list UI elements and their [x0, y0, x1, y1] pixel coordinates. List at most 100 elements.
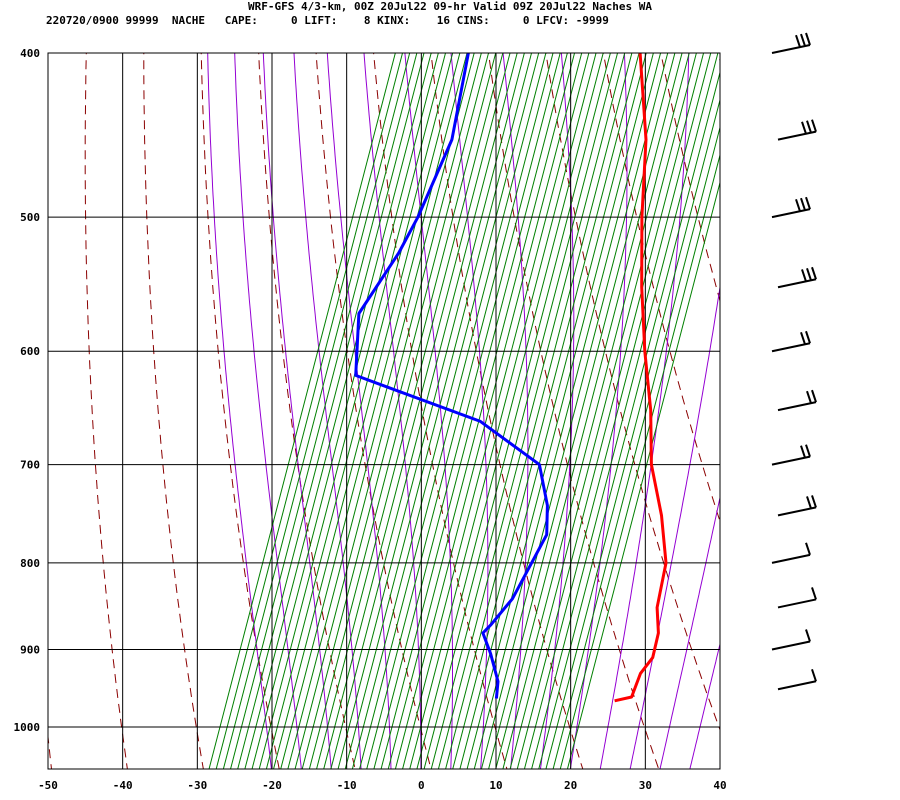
wind-barb	[771, 553, 811, 564]
mixing-ratio-line	[237, 53, 425, 769]
moist-adiabat-line	[450, 53, 489, 769]
moist-adiabat-line	[293, 53, 362, 769]
mixing-ratio-line	[316, 53, 504, 769]
mixing-ratio-line	[208, 53, 396, 769]
wind-barb-flag	[805, 32, 811, 46]
mixing-ratio-line	[488, 53, 676, 769]
moist-adiabat-line	[749, 0, 900, 770]
wind-barb-flag	[800, 197, 806, 211]
wind-barb-flag	[800, 445, 806, 459]
mixing-ratio-line	[359, 53, 547, 769]
moist-adiabat-line	[207, 53, 272, 769]
mixing-ratio-line	[509, 53, 697, 769]
mixing-ratio-line	[351, 53, 540, 769]
dry-adiabat-line	[767, 15, 900, 770]
wind-barbs	[771, 32, 817, 691]
wind-barb-flag	[795, 199, 801, 212]
wind-barb-flag	[801, 121, 807, 135]
moist-adiabat-line	[404, 53, 453, 769]
dry-adiabat-line	[823, 15, 900, 770]
mixing-ratio-line	[459, 53, 647, 769]
temperature-tick-label: -50	[38, 779, 58, 792]
moist-adiabat-line	[659, 495, 720, 769]
wind-barb	[771, 342, 811, 353]
temperature-tick-label: 30	[639, 779, 652, 792]
mixing-ratio-line	[265, 53, 454, 769]
wind-barb-flag	[801, 269, 807, 282]
wind-barb-flag	[805, 444, 811, 457]
mixing-ratio-line	[445, 53, 633, 769]
mixing-ratio-line	[531, 53, 719, 769]
wind-barb	[777, 130, 817, 141]
mixing-ratio-line	[337, 53, 525, 769]
dry-adiabat-line	[84, 53, 128, 769]
dewpoint-trace	[354, 53, 549, 699]
temperature-tick-label: 20	[564, 779, 577, 792]
wind-barb	[771, 640, 811, 651]
wind-barb-flag	[800, 33, 806, 47]
mixing-ratio-line	[516, 53, 705, 769]
wind-barb-flag	[805, 629, 811, 642]
temperature-tick-label: -20	[262, 779, 282, 792]
dry-adiabat-line	[880, 15, 900, 770]
wind-barb-flag	[805, 330, 811, 344]
mixing-ratio-line	[552, 125, 720, 769]
temperature-tick-label: 40	[713, 779, 726, 792]
pressure-tick-label: 600	[20, 345, 40, 358]
mixing-ratio-line	[215, 53, 404, 769]
mixing-ratio-line	[258, 53, 447, 769]
dry-adiabat-line	[660, 53, 720, 303]
mixing-ratio-line	[294, 53, 482, 769]
wind-barb	[771, 455, 811, 466]
wind-barb-flag	[805, 542, 811, 556]
mixing-ratio-line	[287, 53, 475, 769]
dry-adiabat-line	[48, 732, 53, 769]
pressure-tick-label: 1000	[14, 721, 41, 734]
dry-adiabat-line	[602, 53, 720, 523]
wind-barb-flag	[811, 389, 817, 403]
wind-barb-flag	[806, 120, 812, 134]
mixing-ratio-line	[502, 53, 690, 769]
wind-barb	[777, 401, 817, 412]
mixing-ratio-line	[301, 53, 490, 769]
mixing-ratio-line	[373, 53, 561, 769]
wind-barb-flag	[800, 332, 806, 345]
wind-barb	[777, 598, 817, 609]
temperature-tick-label: 0	[418, 779, 425, 792]
mixing-ratio-line	[402, 53, 590, 769]
mixing-ratio-line	[437, 53, 626, 769]
chart-info-line: 220720/0900 99999 NACHE CAPE: 0 LIFT: 8 …	[46, 14, 609, 27]
pressure-tick-label: 500	[20, 211, 40, 224]
wind-barb-flag	[811, 587, 817, 600]
dry-adiabat-line	[545, 53, 720, 732]
wind-barb	[771, 44, 811, 54]
moist-adiabat-line	[719, 765, 720, 769]
wind-barb-flag	[806, 390, 812, 404]
mixing-ratio-line	[452, 53, 640, 769]
mixing-ratio-line	[387, 53, 576, 769]
mixing-ratio-line	[380, 53, 568, 769]
mixing-ratio-line	[394, 53, 583, 769]
moist-adiabat-line	[502, 53, 529, 769]
moist-adiabat-line	[234, 53, 302, 769]
plot-frame	[47, 52, 721, 770]
temperature-trace	[614, 53, 668, 703]
mixing-ratio-line	[566, 180, 720, 769]
mixing-ratio-line	[473, 53, 662, 769]
wind-barb	[771, 208, 811, 219]
wind-barb	[777, 278, 817, 289]
mixing-ratio-line	[409, 53, 597, 769]
temperature-tick-label: -10	[337, 779, 357, 792]
pressure-tick-label: 900	[20, 643, 40, 656]
reference-lines	[48, 0, 900, 770]
wind-barb-flag	[806, 496, 812, 509]
dry-adiabat-line	[373, 53, 508, 769]
temperature-tick-label: -40	[113, 779, 133, 792]
dry-adiabat-line	[200, 53, 280, 769]
mixing-ratio-line	[308, 53, 497, 769]
wind-barb-flag	[806, 268, 812, 281]
sounding-traces	[354, 53, 668, 703]
pressure-tick-label: 400	[20, 47, 40, 60]
mixing-ratio-line	[545, 98, 720, 769]
